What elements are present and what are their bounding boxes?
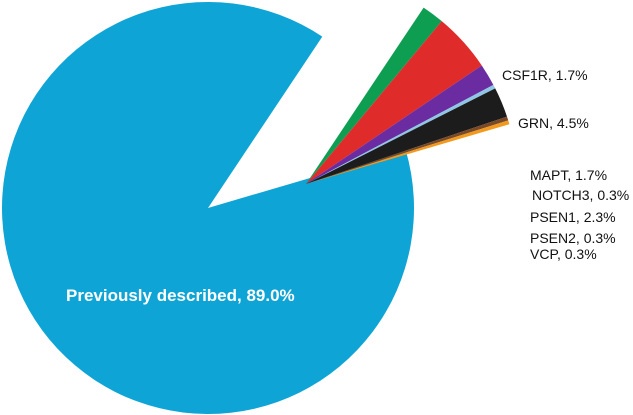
slice-label-previously-described: Previously described, 89.0%	[66, 286, 295, 305]
slice-label-notch3: NOTCH3, 0.3%	[532, 187, 629, 203]
exploded-slices-group	[306, 7, 510, 184]
slice-label-csf1r: CSF1R, 1.7%	[502, 67, 588, 83]
main-slice-group	[2, 2, 415, 415]
slice-label-vcp: VCP, 0.3%	[530, 246, 597, 262]
slice-mapt	[306, 65, 494, 184]
slice-grn	[306, 21, 482, 184]
slice-notch3	[306, 84, 496, 184]
slice-csf1r	[306, 7, 442, 184]
slice-label-psen2: PSEN2, 0.3%	[530, 230, 616, 246]
slice-psen1	[306, 88, 507, 184]
slice-vcp	[306, 120, 510, 184]
slice-labels-group: Previously described, 89.0% CSF1R, 1.7% GR…	[66, 67, 629, 305]
slice-label-grn: GRN, 4.5%	[518, 115, 589, 131]
slice-previously-described	[2, 2, 415, 415]
slice-psen2	[306, 116, 509, 184]
slice-label-psen1: PSEN1, 2.3%	[530, 209, 616, 225]
slice-label-mapt: MAPT, 1.7%	[530, 167, 607, 183]
